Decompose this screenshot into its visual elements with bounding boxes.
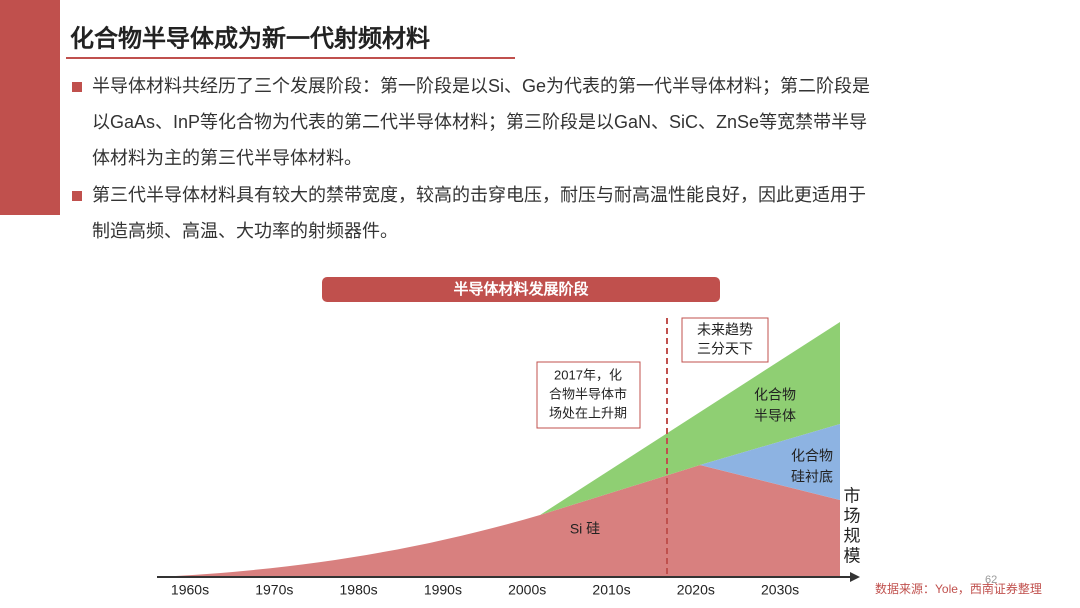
diagram-label: 化合物: [791, 448, 833, 464]
diagram-label: 未来趋势: [697, 322, 753, 338]
decade-label: 2000s: [508, 582, 546, 598]
diagram-label: 模: [844, 546, 861, 565]
bullet-text: 体材料为主的第三代半导体材料。: [92, 148, 362, 168]
bullet-text: 以GaAs、InP等化合物为代表的第二代半导体材料；第三阶段是以GaN、SiC、…: [92, 112, 867, 132]
decade-label: 1960s: [171, 582, 209, 598]
diagram-label: Si 硅: [570, 521, 600, 537]
diagram-labels: 1960s 1970s 1980s 1990s 2000s 2010s 2020s 2030s…: [171, 322, 861, 598]
compound-area: [540, 322, 840, 515]
note-box: [681, 317, 769, 363]
diagram-label: 三分天下: [697, 341, 753, 357]
bullet-marker: [72, 191, 82, 201]
source: 数据来源：Yole，西南证券整理: [875, 581, 1042, 596]
page-number: 62: [985, 574, 997, 586]
diagram-label: 市: [844, 486, 861, 505]
si-area: [157, 465, 840, 577]
axis-arrow: [850, 572, 860, 582]
diagram-label: 规: [844, 526, 861, 545]
diagram-label: 合物半导体市: [549, 386, 627, 401]
slide-title: 化合物半导体成为新一代射频材料: [70, 24, 430, 52]
diagram-title-bar: [322, 277, 720, 302]
side-bar: [0, 0, 60, 215]
bullet-text: 半导体材料共经历了三个发展阶段：第一阶段是以Si、Ge为代表的第一代半导体材料；…: [92, 76, 870, 96]
substrate-area: [700, 424, 840, 500]
decade-label: 2020s: [677, 582, 715, 598]
diagram-label: 硅衬底: [791, 469, 833, 485]
bullet-marker: [72, 82, 82, 92]
decade-label: 1970s: [255, 582, 293, 598]
decade-label: 2010s: [592, 582, 630, 598]
diagram-title: 半导体材料发展阶段: [453, 280, 588, 298]
decade-label: 2030s: [761, 582, 799, 598]
note-box: [536, 361, 641, 429]
decade-label: 1980s: [340, 582, 378, 598]
decade-label: 1990s: [424, 582, 462, 598]
bullet-text: 第三代半导体材料具有较大的禁带宽度，较高的击穿电压，耐压与耐高温性能良好，因此更…: [92, 185, 866, 205]
diagram-label: 化合物: [754, 387, 796, 403]
diagram-label: 2017年，化: [554, 367, 622, 382]
diagram-label: 半导体: [754, 408, 796, 424]
bullet-list: 半导体材料共经历了三个发展阶段：第一阶段是以Si、Ge为代表的第一代半导体材料；…: [72, 76, 870, 241]
bullet-text: 制造高频、高温、大功率的射频器件。: [92, 221, 398, 241]
diagram-label: 场: [844, 506, 861, 525]
diagram-label: 场处在上升期: [549, 405, 627, 420]
